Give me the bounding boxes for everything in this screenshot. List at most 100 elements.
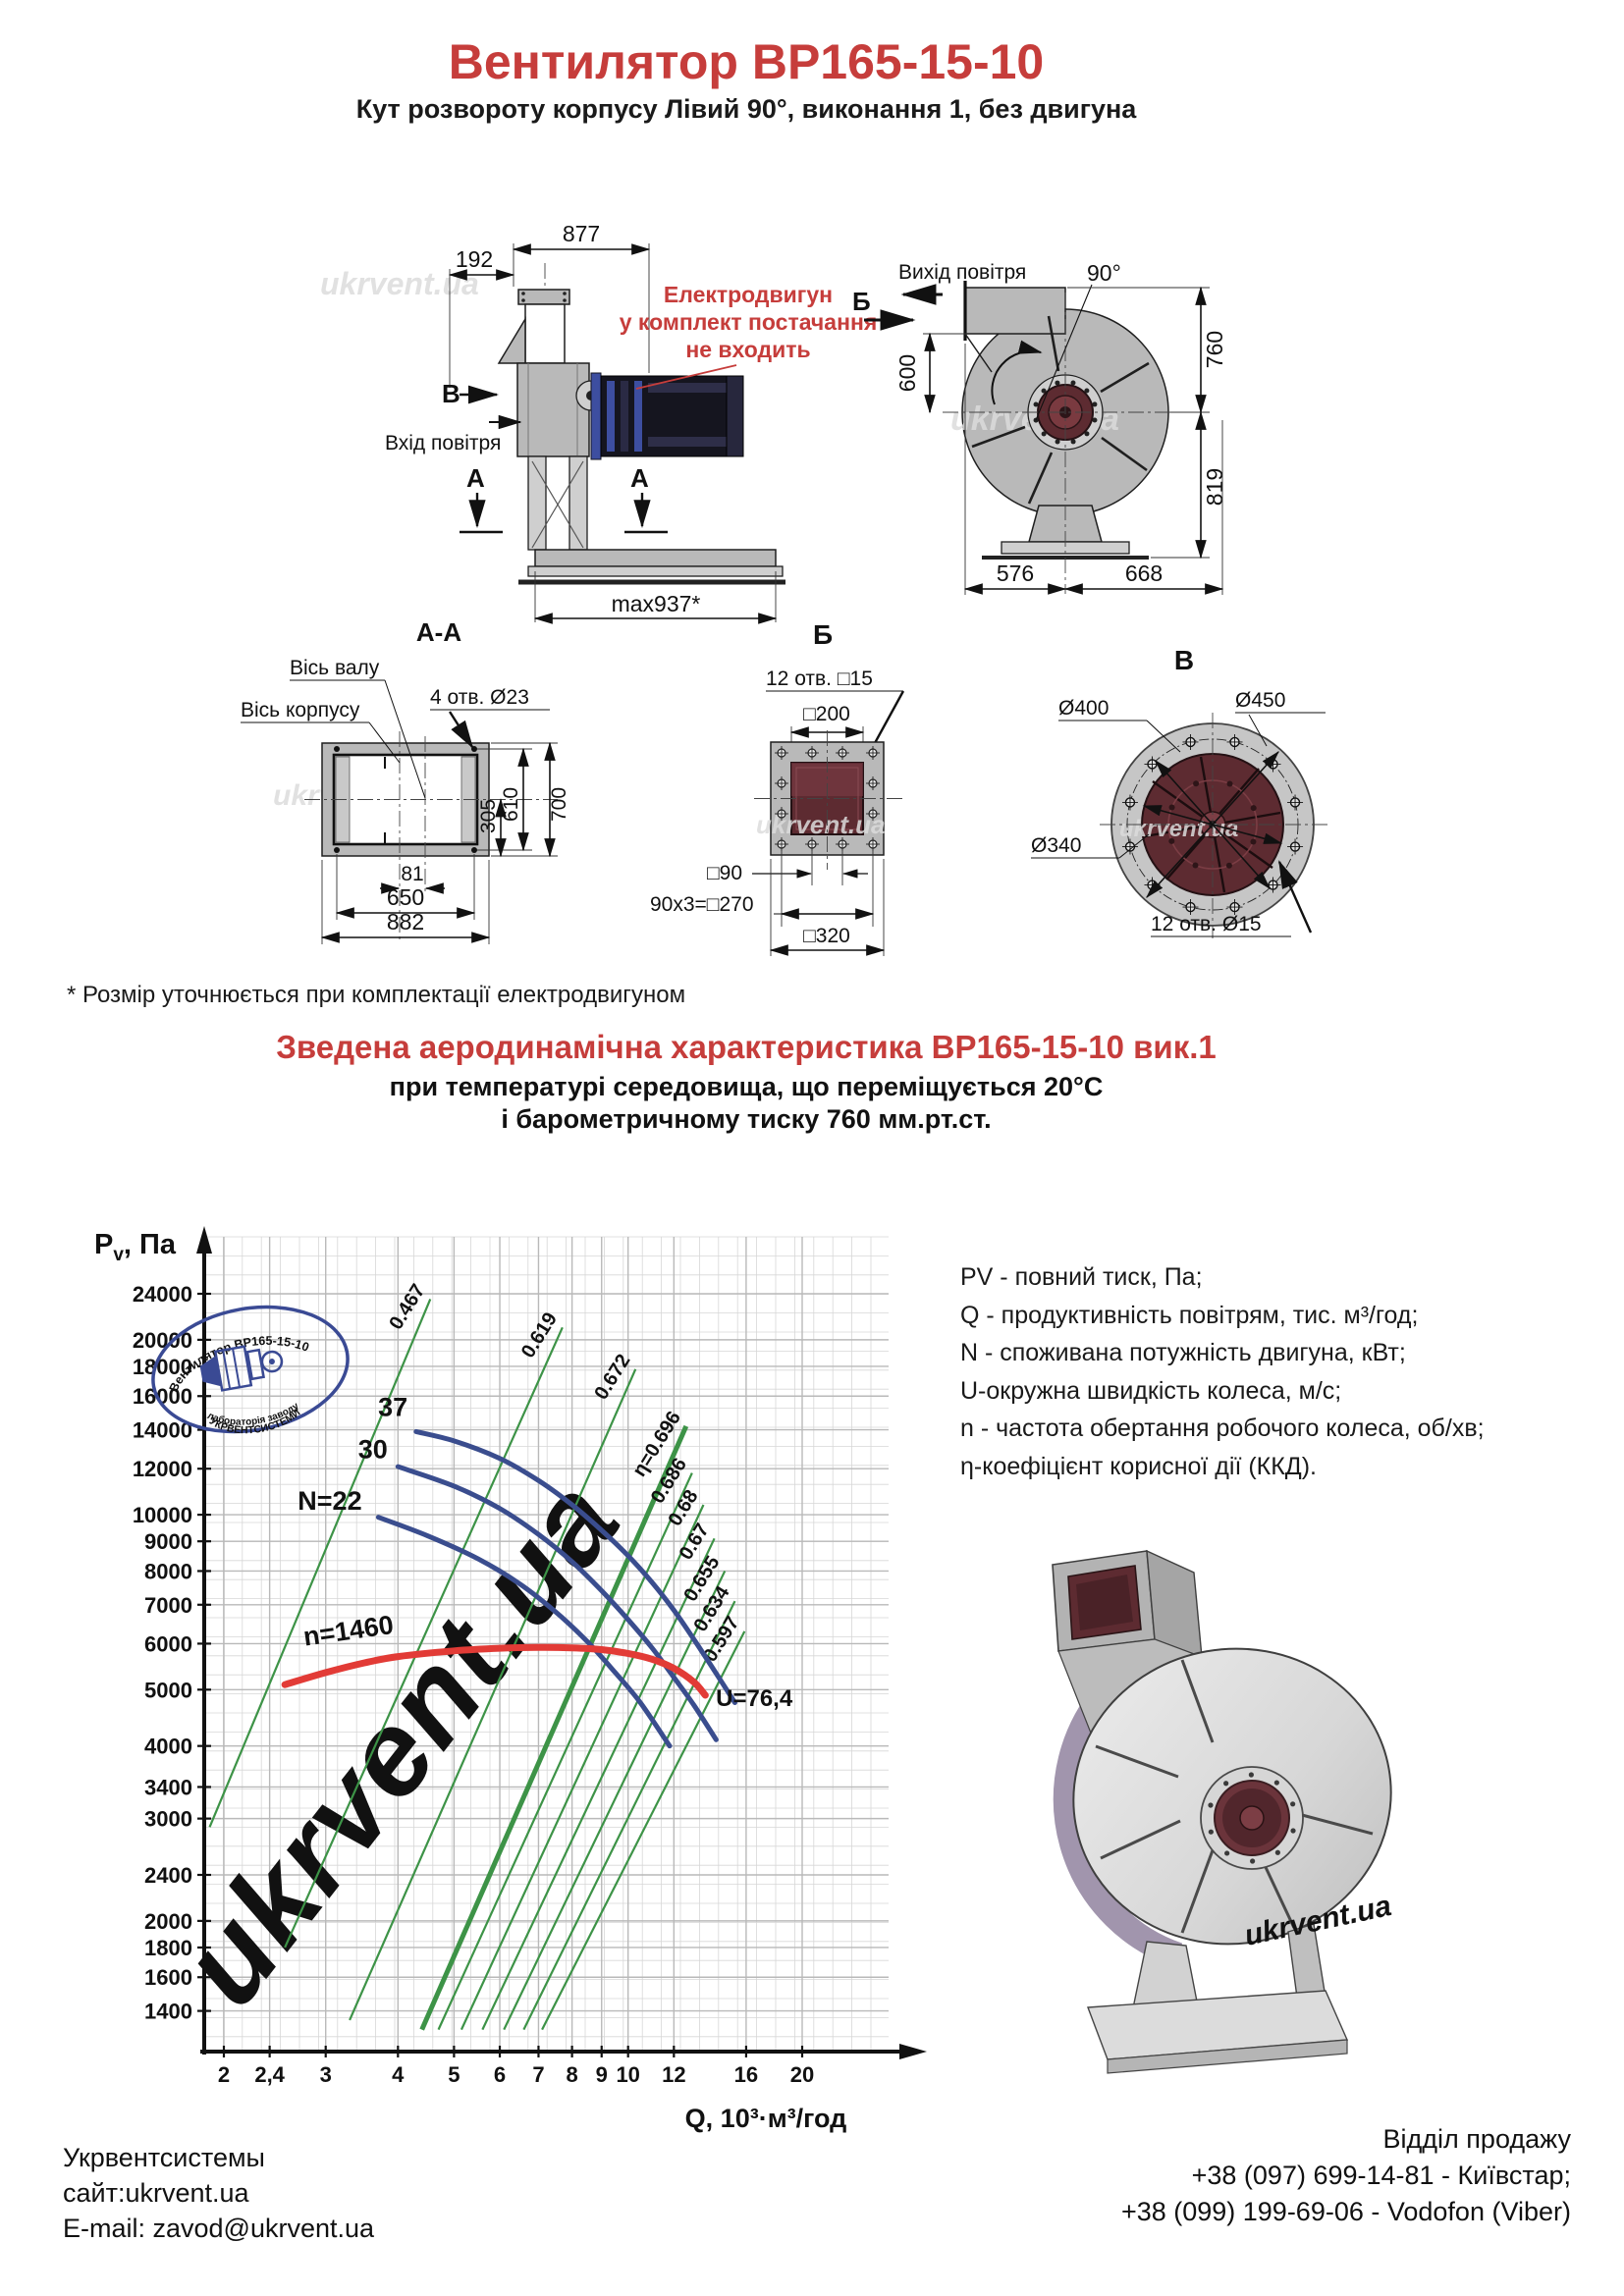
legend-line: N - споживана потужність двигуна, кВт; <box>960 1339 1406 1366</box>
view-v-title: В <box>1174 645 1194 675</box>
svg-text:5: 5 <box>448 2062 460 2087</box>
chart-subtitle-2: і барометричному тиску 760 мм.рт.ст. <box>501 1104 992 1134</box>
base-plate <box>527 565 784 577</box>
flange-holes <box>775 746 880 851</box>
svg-text:3: 3 <box>320 2062 332 2087</box>
legend-line: η-коефіцієнт корисної дії (ККД). <box>960 1452 1317 1480</box>
section-mark-a2: А <box>630 463 649 493</box>
section-mark-a1: А <box>466 463 485 493</box>
svg-text:2000: 2000 <box>144 1909 192 1934</box>
svg-text:7: 7 <box>532 2062 544 2087</box>
phone-2: +38 (099) 199-69-06 - Vodofon (Viber) <box>1120 2197 1571 2226</box>
dim-700: 700 <box>548 787 570 822</box>
svg-text:12000: 12000 <box>133 1457 192 1481</box>
svg-text:9: 9 <box>596 2062 608 2087</box>
phone-1: +38 (097) 699-14-81 - Київстар; <box>1191 2161 1571 2190</box>
svg-text:5000: 5000 <box>144 1678 192 1702</box>
svg-text:8000: 8000 <box>144 1559 192 1583</box>
legend-line: PV - повний тиск, Па; <box>960 1263 1203 1291</box>
aero-chart: ukrvent.ua 0.4670.6190.672η=0.6960.6860.… <box>94 1226 927 2133</box>
svg-text:0.467: 0.467 <box>385 1280 429 1333</box>
view-b-title: Б <box>813 619 833 650</box>
dim-760: 760 <box>1202 331 1227 368</box>
x-axis-label: Q, 10³·м³/год <box>685 2104 847 2133</box>
angle-label: 90° <box>1087 260 1121 286</box>
svg-text:2400: 2400 <box>144 1863 192 1888</box>
svg-text:6: 6 <box>494 2062 506 2087</box>
air-outlet-label: Вихід повітря <box>898 261 1026 284</box>
svg-text:1400: 1400 <box>144 2000 192 2024</box>
dim-90: □90 <box>707 862 742 884</box>
dim-450: Ø450 <box>1235 689 1285 712</box>
legend-line: U-окружна швидкість колеса, м/с; <box>960 1376 1342 1405</box>
motor-note-line3: не входить <box>685 337 811 363</box>
dim-340: Ø340 <box>1031 834 1081 857</box>
svg-text:16: 16 <box>734 2062 758 2087</box>
chart-subtitle-1: при температурі середовища, що переміщує… <box>389 1072 1104 1101</box>
air-inlet-label: Вхід повітря <box>385 432 501 454</box>
stamp-fan-icon <box>199 1345 284 1392</box>
inlet-duct <box>524 303 566 364</box>
svg-text:n=1460: n=1460 <box>301 1610 396 1652</box>
svg-text:3400: 3400 <box>144 1775 192 1799</box>
section-aa-title: А-А <box>416 617 461 647</box>
motor-note: Електродвигун у комплект постачання не в… <box>601 281 895 363</box>
svg-text:18000: 18000 <box>133 1355 192 1379</box>
section-mark-v: В <box>442 379 460 408</box>
holes-note: 12 отв. □15 <box>766 667 873 690</box>
y-axis-label: Pv, Па <box>94 1229 177 1265</box>
impeller-blades <box>971 315 1150 505</box>
holes-note: 4 отв. Ø23 <box>430 686 529 709</box>
fan-3d-image: ukrvent.ua <box>1052 1549 1394 2074</box>
axis-body-label: Вісь корпусу <box>241 699 360 721</box>
svg-text:U=76,4: U=76,4 <box>716 1685 793 1712</box>
svg-text:1800: 1800 <box>144 1936 192 1960</box>
email-line: E-mail: zavod@ukrvent.ua <box>63 2214 375 2243</box>
svg-text:3000: 3000 <box>144 1807 192 1832</box>
chart-legend: PV - повний тиск, Па; Q - продуктивність… <box>960 1258 1589 1485</box>
footer-left: Укрвентсистемы сайт:ukrvent.ua E-mail: z… <box>63 2140 374 2246</box>
footer-right: Відділ продажу +38 (097) 699-14-81 - Киї… <box>972 2121 1571 2230</box>
section-aa-drawing: А-А ukrvent.ua Вісь валу Вісь корпусу 4 … <box>241 617 570 944</box>
supports-3d <box>1087 1923 1349 2074</box>
motor-note-line1: Електродвигун <box>663 282 834 307</box>
site-line: сайт:ukrvent.ua <box>63 2178 249 2208</box>
flange-bolts <box>521 292 567 302</box>
company-name: Укрвентсистемы <box>63 2143 265 2172</box>
svg-text:8: 8 <box>566 2062 577 2087</box>
holes-note: 12 отв. Ø15 <box>1151 913 1262 935</box>
svg-text:24000: 24000 <box>133 1282 192 1307</box>
dim-81: 81 <box>401 863 423 885</box>
front-view-drawing: ukrvent.ua Вихід повітря 90° Б <box>852 260 1227 595</box>
casing-band <box>1053 1684 1183 1968</box>
svg-text:4: 4 <box>392 2062 405 2087</box>
svg-text:9000: 9000 <box>144 1529 192 1554</box>
chart-grid <box>203 1236 889 2052</box>
chart-title: Зведена аеродинамічна характеристика ВР1… <box>276 1029 1217 1065</box>
side-view-drawing: ukrvent.ua 877 192 <box>320 221 785 624</box>
rotation-arrow <box>991 340 1043 405</box>
motor-block <box>590 372 744 460</box>
duct-slant <box>497 316 526 364</box>
watermark-text: ukrvent.ua <box>756 810 886 839</box>
svg-text:2: 2 <box>218 2062 230 2087</box>
pedestal <box>527 455 588 551</box>
svg-text:30: 30 <box>358 1435 388 1465</box>
legend-line: Q - продуктивність повітрям, тис. м³/год… <box>960 1301 1419 1329</box>
svg-text:37: 37 <box>378 1392 407 1421</box>
svg-text:2,4: 2,4 <box>254 2062 285 2087</box>
svg-text:20: 20 <box>790 2062 814 2087</box>
svg-text:6000: 6000 <box>144 1631 192 1656</box>
view-b-drawing: Б 12 отв. □15 □200 ukrvent.ua □90 90x3=□… <box>650 619 905 956</box>
svg-text:10: 10 <box>616 2062 639 2087</box>
page-subtitle: Кут розвороту корпусу Лівий 90°, виконан… <box>355 94 1137 124</box>
dim-877: 877 <box>563 221 600 246</box>
sales-title: Відділ продажу <box>1382 2124 1571 2154</box>
chart-tick-labels: 2400020000180001600014000120001000090008… <box>133 1282 814 2087</box>
svg-text:N=22: N=22 <box>298 1486 361 1516</box>
dim-610: 610 <box>500 787 522 822</box>
watermark-text: ukrvent.ua <box>154 1454 644 2029</box>
dim-max937: max937* <box>612 591 701 616</box>
page-title: Вентилятор ВР165-15-10 <box>448 34 1045 89</box>
